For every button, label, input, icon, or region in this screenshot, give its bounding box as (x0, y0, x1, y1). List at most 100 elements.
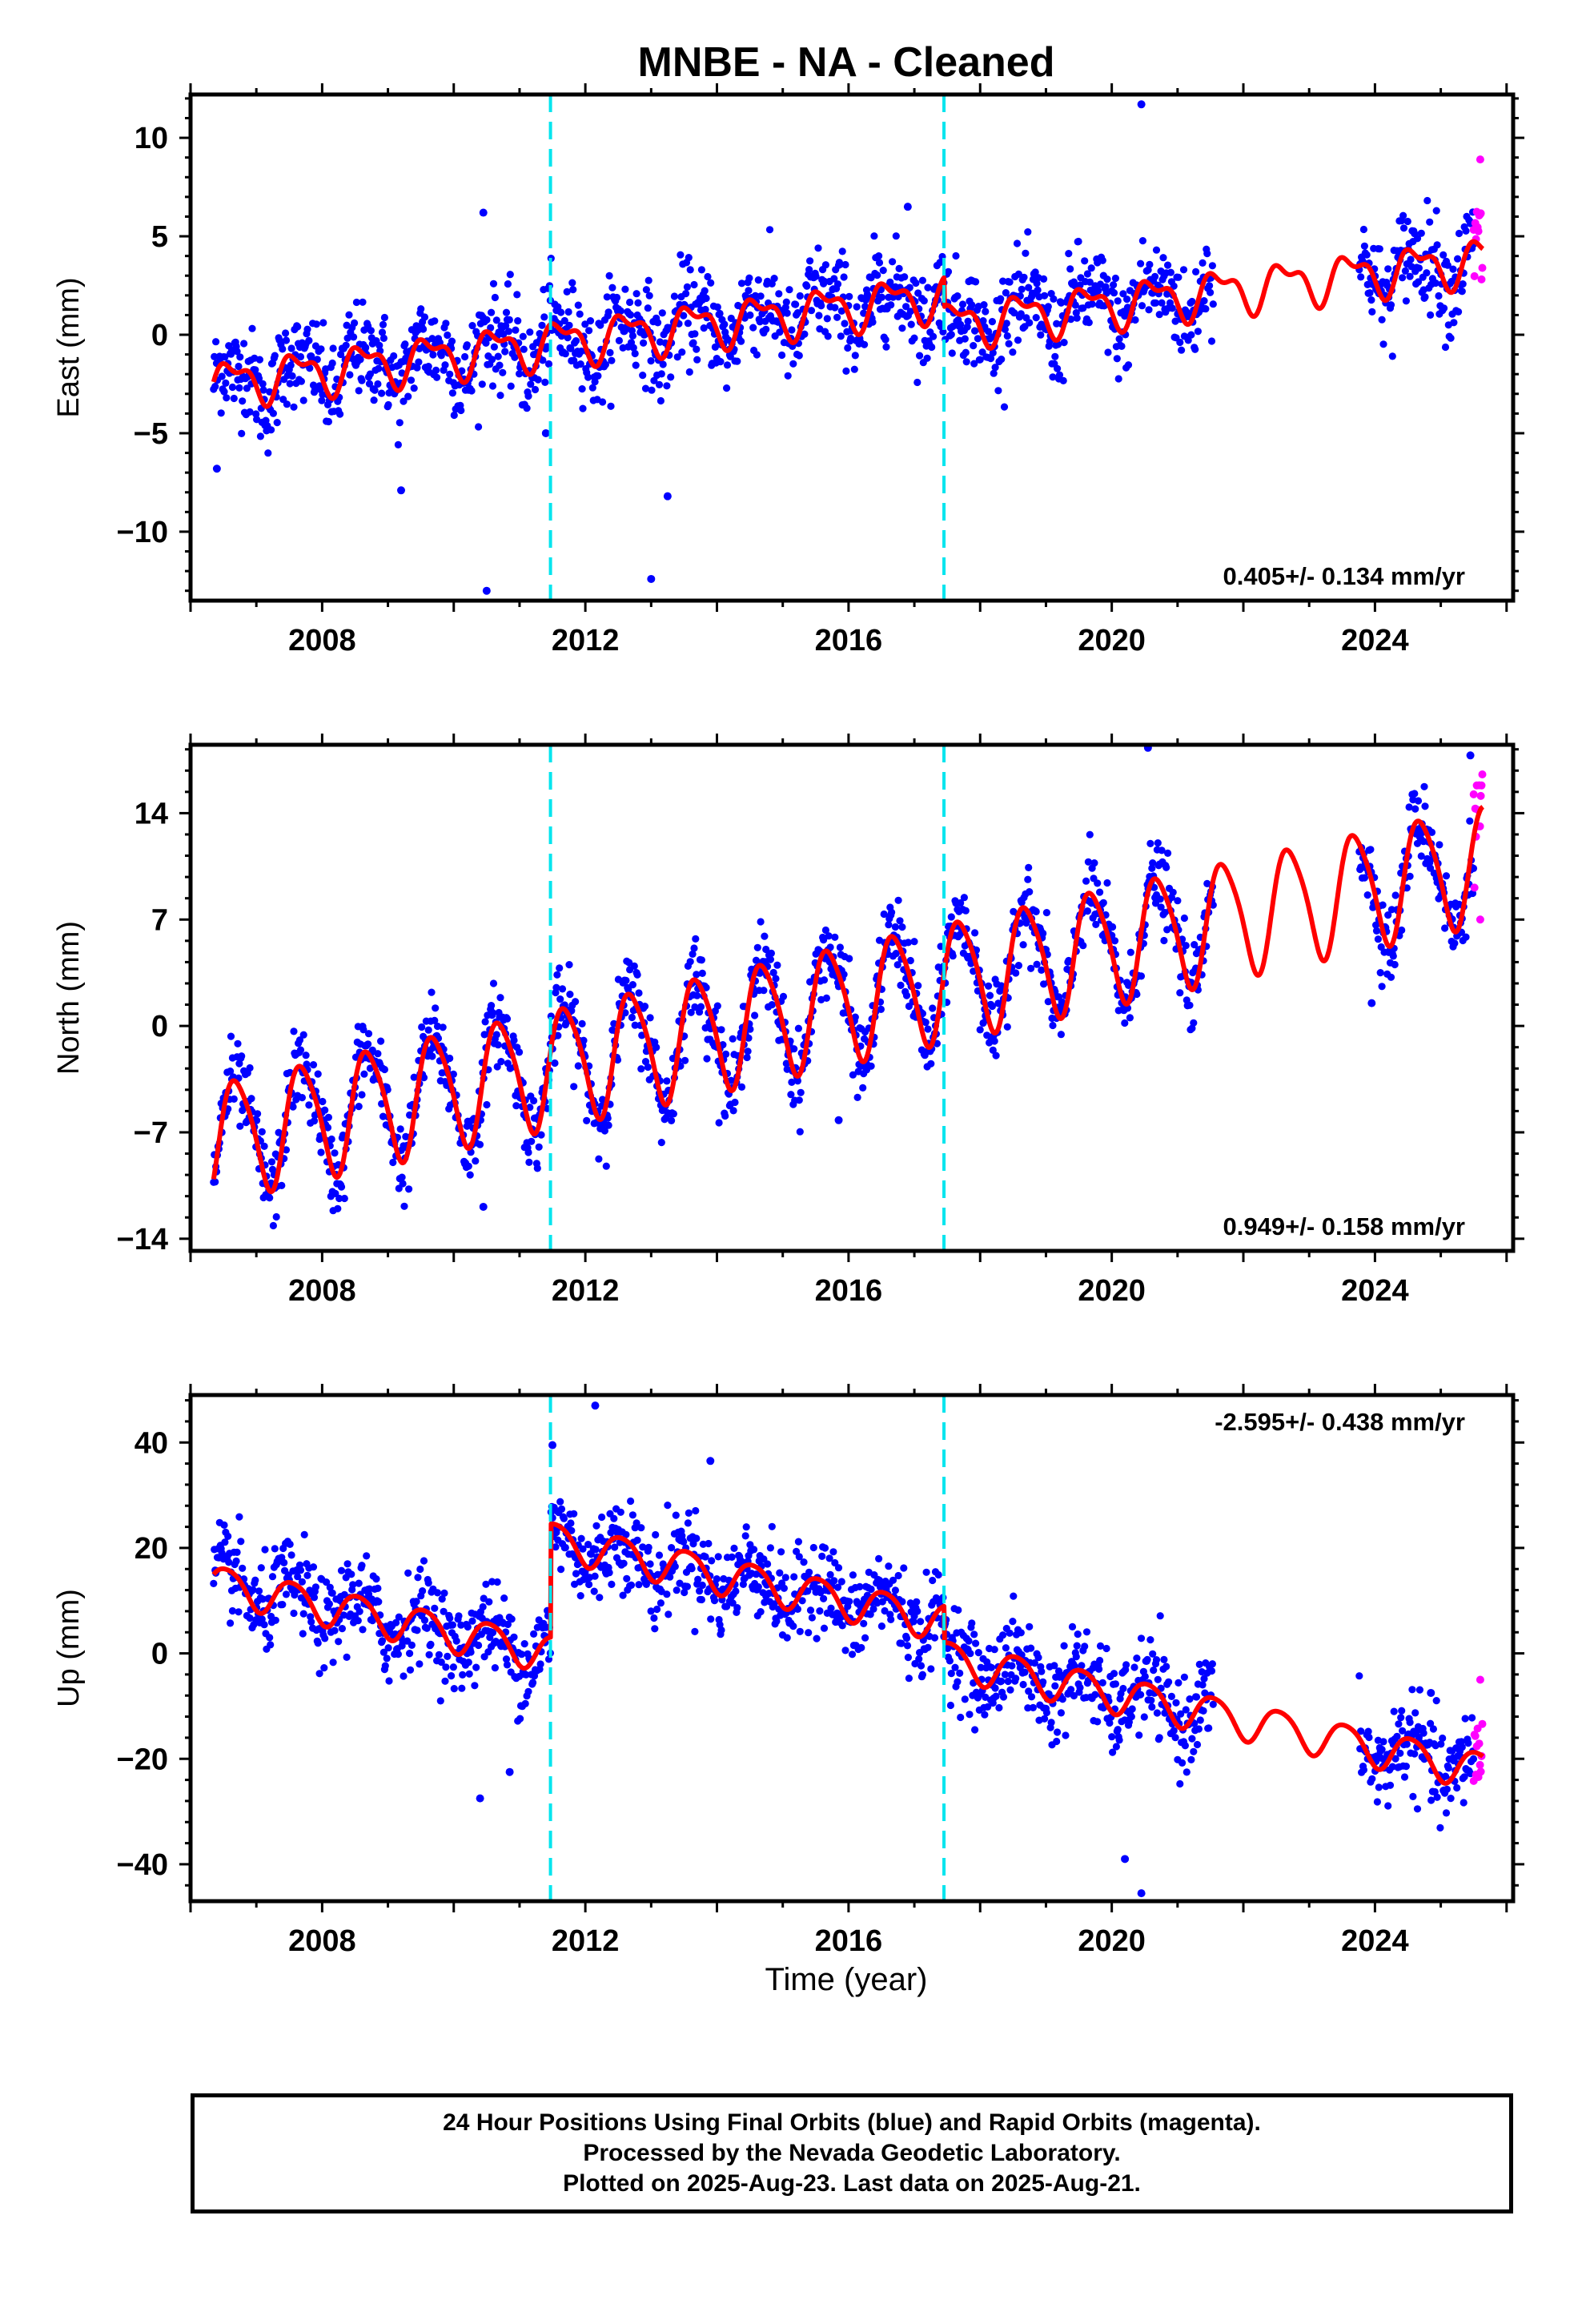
data-point (737, 1083, 746, 1091)
data-point (806, 1606, 815, 1614)
data-point (1067, 316, 1075, 324)
data-point (957, 320, 965, 328)
data-point (448, 389, 457, 397)
data-point (1196, 1716, 1204, 1724)
data-point (1082, 1628, 1091, 1636)
x-tick-label: 2020 (1078, 1274, 1146, 1308)
data-point (1202, 305, 1210, 313)
data-point (583, 1116, 591, 1124)
data-point (282, 1146, 291, 1154)
data-point (1110, 1670, 1118, 1678)
data-point (1115, 335, 1123, 343)
data-point (663, 1590, 671, 1598)
data-point (974, 335, 982, 343)
data-point (307, 1618, 315, 1626)
data-point (378, 389, 386, 397)
data-point (710, 1597, 719, 1605)
data-point (924, 1643, 932, 1651)
data-point (853, 1093, 861, 1101)
data-point (745, 274, 753, 282)
data-point (1429, 1725, 1437, 1733)
data-point (1103, 275, 1111, 283)
data-point (211, 352, 219, 360)
data-point (966, 1650, 974, 1658)
data-point (1406, 872, 1414, 880)
data-point (745, 287, 753, 295)
data-point (239, 397, 247, 405)
data-point (664, 1502, 672, 1510)
data-point (1399, 211, 1407, 219)
data-point (313, 356, 321, 364)
data-point (520, 1640, 528, 1648)
data-point (510, 1633, 518, 1641)
data-point (776, 1569, 784, 1577)
data-point (730, 1544, 738, 1552)
data-point (1110, 289, 1118, 297)
data-point (1171, 1734, 1179, 1742)
data-point (703, 1055, 711, 1063)
data-point (683, 1582, 692, 1590)
data-point (1012, 969, 1020, 977)
data-point (574, 301, 582, 309)
data-point (563, 287, 571, 296)
data-point (1017, 310, 1025, 318)
y-tick-label: −20 (117, 1743, 168, 1776)
data-point (299, 396, 307, 404)
outlier-point (479, 208, 488, 217)
data-point (838, 247, 846, 255)
data-point (916, 352, 924, 360)
data-point (968, 1619, 976, 1627)
data-point (450, 411, 458, 420)
data-point (580, 1036, 588, 1044)
data-point (570, 1083, 578, 1091)
data-point (965, 1637, 973, 1645)
data-point (1406, 272, 1414, 280)
data-point (885, 1562, 893, 1570)
data-point (467, 1648, 475, 1656)
data-point (1076, 281, 1084, 289)
data-point (329, 344, 337, 352)
data-point (809, 1543, 817, 1552)
data-point (635, 1581, 643, 1589)
data-point (918, 276, 926, 284)
data-point (1057, 1031, 1065, 1039)
data-point (612, 293, 621, 302)
data-point (833, 280, 842, 288)
data-point (960, 894, 968, 902)
data-point (1018, 285, 1026, 293)
rapid-point (1469, 790, 1478, 798)
data-point (1423, 269, 1431, 277)
data-point (286, 380, 294, 388)
data-point (463, 341, 472, 349)
data-point (848, 1651, 857, 1659)
data-point (701, 287, 709, 295)
data-point (1413, 1805, 1422, 1813)
data-point (1111, 274, 1119, 283)
data-point (606, 348, 614, 356)
data-point (494, 352, 502, 360)
data-point (986, 355, 995, 363)
data-point (690, 944, 698, 952)
plot-frame (188, 742, 1516, 1253)
data-point (1005, 340, 1013, 348)
data-point (928, 343, 936, 352)
data-point (873, 271, 881, 279)
data-point (678, 348, 686, 356)
data-point (1363, 891, 1371, 899)
data-point (1123, 296, 1131, 304)
data-point (492, 1031, 500, 1039)
data-point (302, 1051, 310, 1059)
data-point (766, 1544, 775, 1552)
data-point (729, 1035, 737, 1043)
data-point (275, 1128, 283, 1136)
data-point (891, 923, 899, 931)
data-point (1156, 1612, 1164, 1620)
data-point (303, 1571, 311, 1579)
data-point (260, 1142, 268, 1150)
data-point (766, 955, 775, 963)
data-point (836, 260, 844, 268)
data-point (278, 1181, 286, 1189)
data-point (367, 327, 375, 335)
data-point (239, 1564, 247, 1572)
